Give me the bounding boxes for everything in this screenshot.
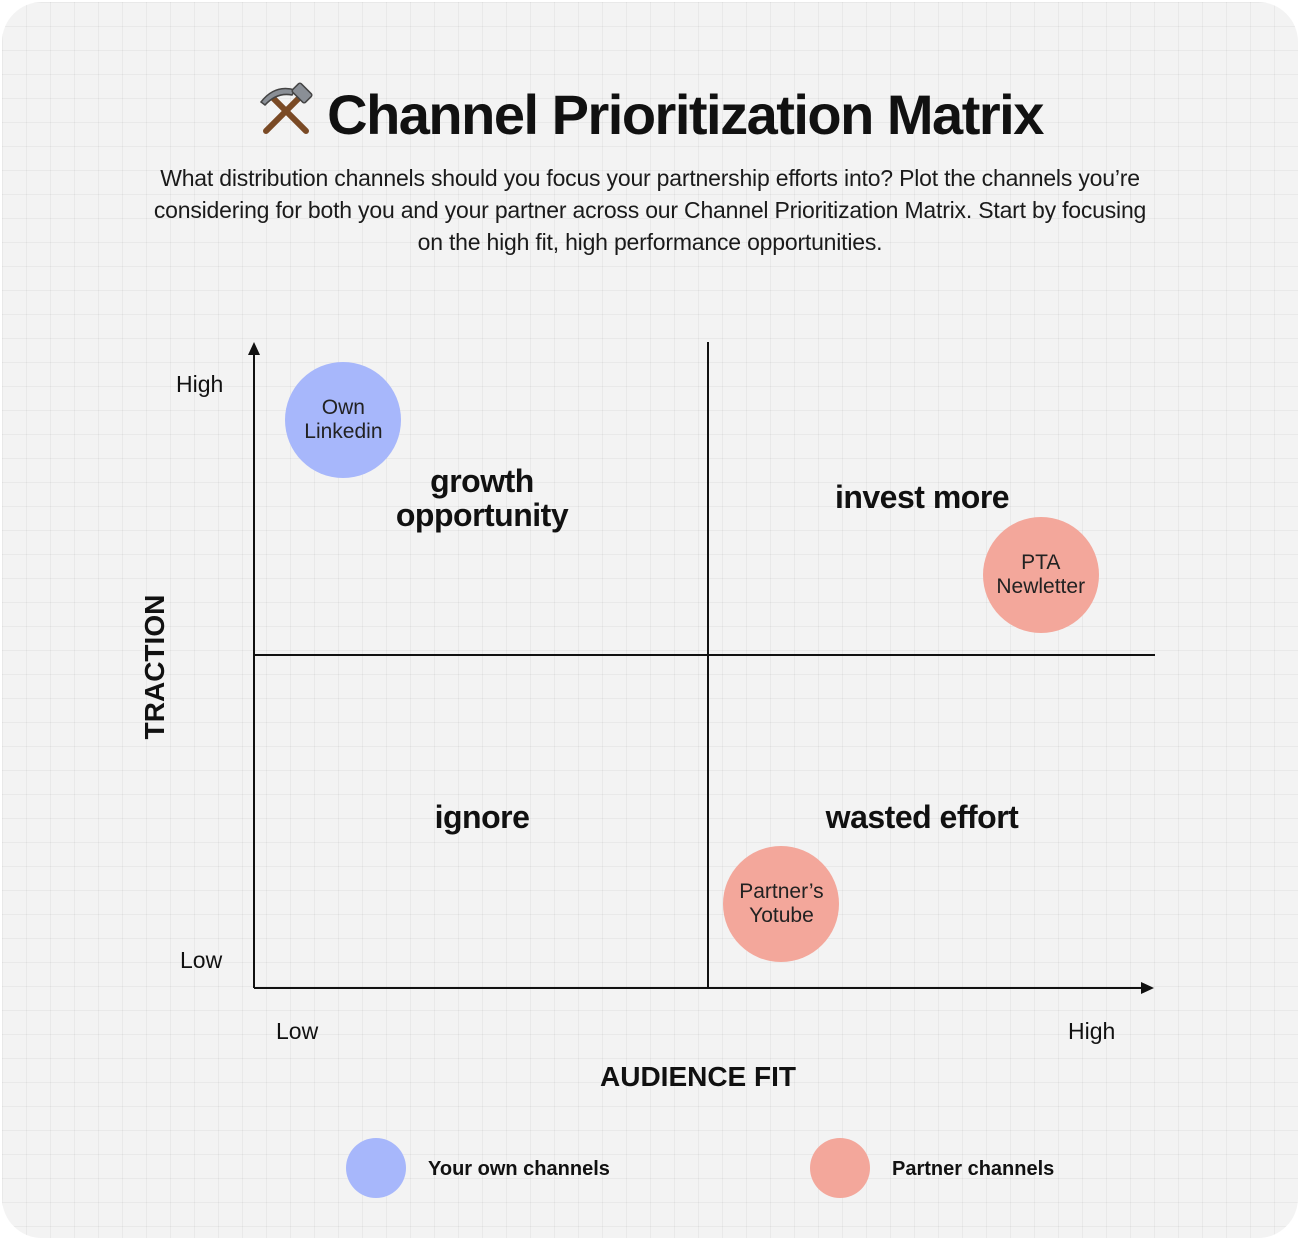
x-axis-high-label: High [1068,1018,1116,1044]
legend-partner-swatch [810,1138,870,1198]
channel-bubble-partners-yotube: Partner’s Yotube [723,846,840,963]
channel-label: PTA Newletter [996,550,1086,598]
quadrant-bottom-left-label: ignore [434,799,530,835]
hammer-and-pick-icon [260,82,313,134]
channel-label: Partner’s Yotube [739,880,824,928]
quadrant-top-right-label: invest more [834,479,1010,515]
quadrant-bottom-right-label: wasted effort [825,799,1019,835]
x-axis-arrow [1141,982,1154,994]
page-title: Channel Prioritization Matrix [327,83,1044,146]
y-axis-low-label: Low [180,947,223,973]
title-row: Channel Prioritization Matrix [2,82,1298,147]
legend-own-swatch [346,1138,406,1198]
y-axis-high-label: High [176,371,224,397]
channel-bubble-own-linkedin: Own Linkedin [285,361,402,478]
y-axis-arrow [248,342,260,355]
quadrant-top-left-label: growth opportunity [395,463,569,533]
y-axis-title: TRACTION [139,594,170,740]
channel-bubble-pta-newletter: PTA Newletter [982,516,1099,633]
x-axis-low-label: Low [276,1018,319,1044]
legend-own-label: Your own channels [428,1158,610,1180]
page-subtitle: What distribution channels should you fo… [153,165,1147,255]
legend-partner-label: Partner channels [892,1158,1055,1180]
x-axis-title: AUDIENCE FIT [600,1061,796,1092]
channel-label: Own Linkedin [304,395,383,443]
